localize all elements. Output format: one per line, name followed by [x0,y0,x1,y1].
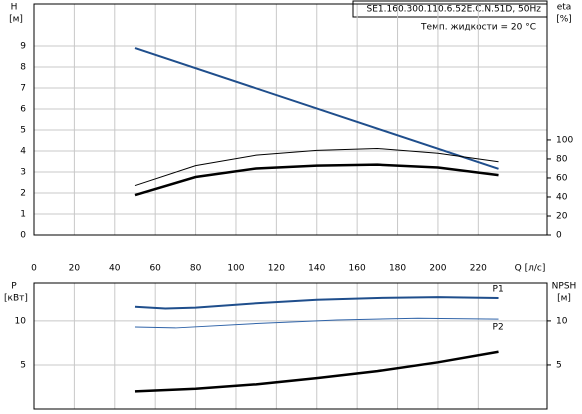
y-axis-unit: [м] [9,15,23,25]
x-tick-label: 220 [470,264,487,274]
x-tick-label: 0 [31,264,37,274]
y-axis-unit: [кВт] [4,294,28,304]
y2-tick-label: 10 [556,316,568,326]
y-tick-label: 5 [20,360,26,370]
x-tick-label: 200 [429,264,446,274]
y2-tick-label: 60 [556,173,568,183]
x-tick-label: 40 [109,264,121,274]
plot-frame [33,3,548,236]
y2-axis-label: eta [557,3,572,13]
y2-tick-label: 0 [556,231,562,241]
plot-frame [33,282,548,410]
x-tick-label: 120 [268,264,285,274]
x-tick-label: 180 [389,264,406,274]
y-axis-label: P [11,282,17,292]
x-tick-label: 140 [308,264,325,274]
y2-axis-label: NPSH [552,282,577,292]
chart-title: SE1.160.300.110.6.52E.C.N.51D, 50Hz [367,5,542,15]
y2-tick-label: 100 [556,135,573,145]
line-series [134,163,499,197]
line-series [134,147,499,187]
line-series [134,317,499,329]
line-series [134,47,499,170]
y-tick-label: 0 [20,231,26,241]
y-tick-label: 6 [20,105,26,115]
x-tick-label: 60 [149,264,161,274]
y2-axis-unit: [%] [556,15,572,25]
y-axis-label: H [11,3,18,13]
line-series [134,296,499,310]
y-tick-label: 7 [20,84,26,94]
y-tick-label: 1 [20,210,26,220]
y2-tick-label: 80 [556,154,568,164]
x-tick-label: 160 [349,264,366,274]
y2-tick-label: 20 [556,211,568,221]
y2-axis-unit: [м] [557,294,571,304]
y-tick-label: 4 [20,147,26,157]
y2-tick-label: 40 [556,192,568,202]
x-axis-label: Q [л/с] [515,264,546,274]
y-tick-label: 3 [20,168,26,178]
y-tick-label: 9 [20,42,26,52]
y-tick-label: 10 [15,316,27,326]
y2-tick-label: 5 [556,360,562,370]
y-tick-label: 8 [20,63,26,73]
y-tick-label: 5 [20,126,26,136]
x-tick-label: 20 [69,264,81,274]
y-tick-label: 2 [20,189,26,199]
series-label: P1 [493,284,504,294]
x-tick-label: 80 [190,264,202,274]
line-series [134,350,499,393]
x-tick-label: 100 [227,264,244,274]
series-label: P2 [493,323,504,333]
